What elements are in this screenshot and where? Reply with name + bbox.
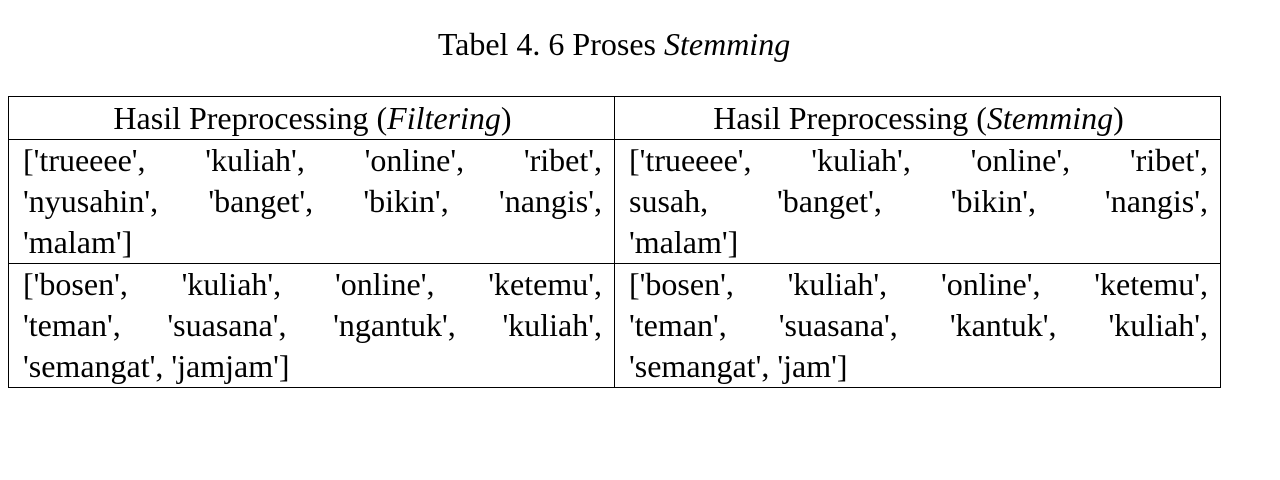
header-stemming-suffix: ) <box>1113 100 1124 136</box>
cell-line: 'nyusahin', 'banget', 'bikin', 'nangis', <box>23 183 602 219</box>
cell-line: ['trueeee', 'kuliah', 'online', 'ribet', <box>23 142 602 178</box>
cell-line: 'malam'] <box>23 224 133 260</box>
header-filtering: Hasil Preprocessing (Filtering) <box>8 96 615 140</box>
header-stemming-prefix: Hasil Preprocessing ( <box>713 100 987 136</box>
cell-line: susah, 'banget', 'bikin', 'nangis', <box>629 183 1208 219</box>
stemming-table: Hasil Preprocessing (Filtering) Hasil Pr… <box>8 96 1221 388</box>
cell-line: ['bosen', 'kuliah', 'online', 'ketemu', <box>23 266 602 302</box>
table-row: ['trueeee', 'kuliah', 'online', 'ribet',… <box>8 139 1221 264</box>
cell-line: 'teman', 'suasana', 'ngantuk', 'kuliah', <box>23 307 602 343</box>
table-row: ['bosen', 'kuliah', 'online', 'ketemu', … <box>8 263 1221 388</box>
header-row: Hasil Preprocessing (Filtering) Hasil Pr… <box>8 96 1221 140</box>
header-filtering-emphasis: Filtering <box>387 100 501 136</box>
header-filtering-prefix: Hasil Preprocessing ( <box>113 100 388 136</box>
table-caption: Tabel 4. 6 Proses Stemming <box>0 24 1228 64</box>
cell-line: ['trueeee', 'kuliah', 'online', 'ribet', <box>629 142 1208 178</box>
caption-emphasis: Stemming <box>663 26 791 62</box>
header-stemming: Hasil Preprocessing (Stemming) <box>614 96 1221 140</box>
caption-text: Tabel 4. 6 Proses <box>437 26 664 62</box>
cell-stemming: ['bosen', 'kuliah', 'online', 'ketemu', … <box>614 263 1221 388</box>
cell-line: 'semangat', 'jamjam'] <box>23 348 290 384</box>
cell-filtering: ['trueeee', 'kuliah', 'online', 'ribet',… <box>8 139 615 264</box>
cell-line: 'malam'] <box>629 224 739 260</box>
cell-filtering: ['bosen', 'kuliah', 'online', 'ketemu', … <box>8 263 615 388</box>
header-filtering-suffix: ) <box>500 100 512 136</box>
cell-stemming: ['trueeee', 'kuliah', 'online', 'ribet',… <box>614 139 1221 264</box>
header-stemming-emphasis: Stemming <box>986 100 1114 136</box>
cell-line: 'semangat', 'jam'] <box>629 348 848 384</box>
cell-line: 'teman', 'suasana', 'kantuk', 'kuliah', <box>629 307 1208 343</box>
cell-line: ['bosen', 'kuliah', 'online', 'ketemu', <box>629 266 1208 302</box>
